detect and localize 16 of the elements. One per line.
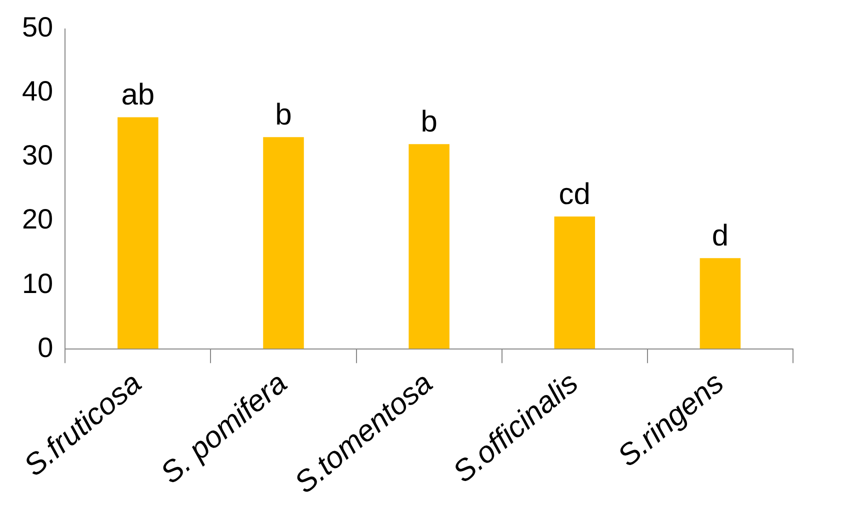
y-tick-label: 50 bbox=[22, 12, 54, 43]
y-tick-label: 30 bbox=[22, 140, 54, 171]
annotation: ab bbox=[121, 78, 155, 112]
bar bbox=[118, 117, 158, 349]
y-tick-label: 20 bbox=[22, 204, 54, 235]
bar bbox=[554, 216, 596, 349]
bar bbox=[263, 137, 304, 349]
annotation: b bbox=[420, 105, 438, 138]
y-tick-label: 10 bbox=[22, 268, 54, 299]
y-tick-label: 40 bbox=[22, 76, 54, 107]
y-tick-label: 0 bbox=[38, 332, 54, 363]
annotation: d bbox=[712, 219, 729, 252]
bar bbox=[700, 258, 741, 349]
annotation: b bbox=[275, 98, 292, 132]
annotation: cd bbox=[558, 178, 590, 211]
bar bbox=[408, 144, 450, 349]
